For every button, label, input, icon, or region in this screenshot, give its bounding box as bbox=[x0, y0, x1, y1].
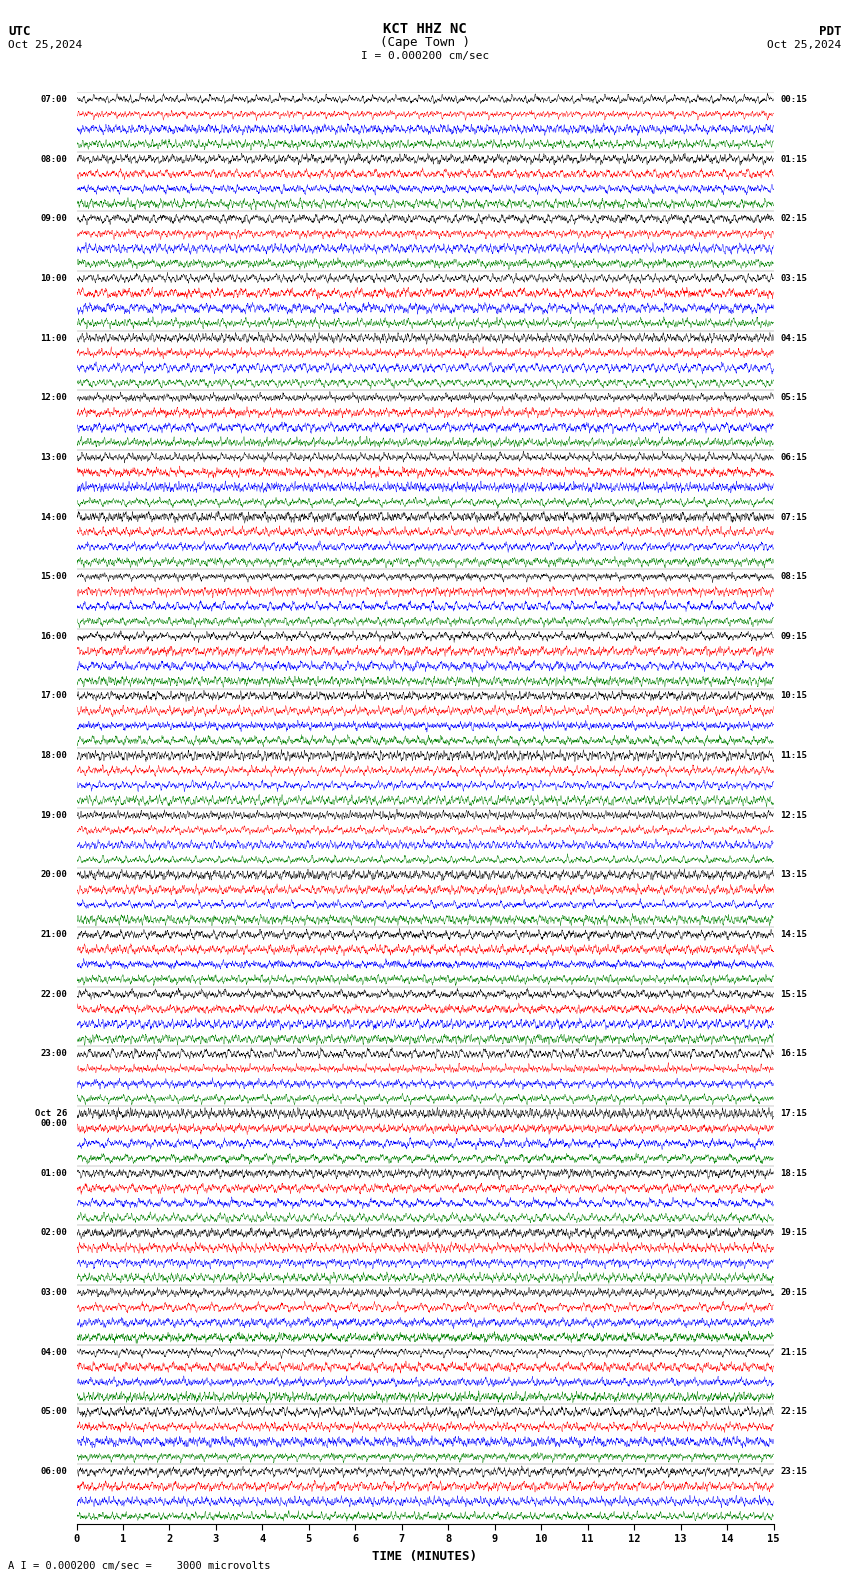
Text: UTC: UTC bbox=[8, 25, 31, 38]
Text: A I = 0.000200 cm/sec =    3000 microvolts: A I = 0.000200 cm/sec = 3000 microvolts bbox=[8, 1562, 271, 1571]
Text: 05:15: 05:15 bbox=[780, 393, 808, 402]
Text: 18:15: 18:15 bbox=[780, 1169, 808, 1178]
Text: 20:00: 20:00 bbox=[40, 871, 67, 879]
Text: 02:15: 02:15 bbox=[780, 214, 808, 223]
Text: 10:15: 10:15 bbox=[780, 692, 808, 700]
Text: (Cape Town ): (Cape Town ) bbox=[380, 36, 470, 49]
Text: 13:15: 13:15 bbox=[780, 871, 808, 879]
X-axis label: TIME (MINUTES): TIME (MINUTES) bbox=[372, 1549, 478, 1563]
Text: 11:15: 11:15 bbox=[780, 751, 808, 760]
Text: 17:15: 17:15 bbox=[780, 1109, 808, 1118]
Text: 12:15: 12:15 bbox=[780, 811, 808, 821]
Text: 03:15: 03:15 bbox=[780, 274, 808, 284]
Text: 09:15: 09:15 bbox=[780, 632, 808, 642]
Text: 10:00: 10:00 bbox=[40, 274, 67, 284]
Text: 11:00: 11:00 bbox=[40, 334, 67, 342]
Text: Oct 26
00:00: Oct 26 00:00 bbox=[35, 1109, 67, 1128]
Text: 21:15: 21:15 bbox=[780, 1348, 808, 1357]
Text: 18:00: 18:00 bbox=[40, 751, 67, 760]
Text: 04:00: 04:00 bbox=[40, 1348, 67, 1357]
Text: PDT: PDT bbox=[819, 25, 842, 38]
Text: KCT HHZ NC: KCT HHZ NC bbox=[383, 22, 467, 36]
Text: 00:15: 00:15 bbox=[780, 95, 808, 105]
Text: 17:00: 17:00 bbox=[40, 692, 67, 700]
Text: 06:00: 06:00 bbox=[40, 1467, 67, 1476]
Text: 19:00: 19:00 bbox=[40, 811, 67, 821]
Text: 08:15: 08:15 bbox=[780, 572, 808, 581]
Text: 01:15: 01:15 bbox=[780, 155, 808, 163]
Text: 14:00: 14:00 bbox=[40, 513, 67, 521]
Text: 23:15: 23:15 bbox=[780, 1467, 808, 1476]
Text: 02:00: 02:00 bbox=[40, 1229, 67, 1237]
Text: 15:00: 15:00 bbox=[40, 572, 67, 581]
Text: Oct 25,2024: Oct 25,2024 bbox=[768, 40, 842, 49]
Text: 01:00: 01:00 bbox=[40, 1169, 67, 1178]
Text: I = 0.000200 cm/sec: I = 0.000200 cm/sec bbox=[361, 51, 489, 60]
Text: 09:00: 09:00 bbox=[40, 214, 67, 223]
Text: 03:00: 03:00 bbox=[40, 1288, 67, 1297]
Text: 21:00: 21:00 bbox=[40, 930, 67, 939]
Text: 19:15: 19:15 bbox=[780, 1229, 808, 1237]
Text: 23:00: 23:00 bbox=[40, 1050, 67, 1058]
Text: 05:00: 05:00 bbox=[40, 1408, 67, 1416]
Text: 12:00: 12:00 bbox=[40, 393, 67, 402]
Text: 20:15: 20:15 bbox=[780, 1288, 808, 1297]
Text: 14:15: 14:15 bbox=[780, 930, 808, 939]
Text: 15:15: 15:15 bbox=[780, 990, 808, 1000]
Text: 06:15: 06:15 bbox=[780, 453, 808, 463]
Text: 22:15: 22:15 bbox=[780, 1408, 808, 1416]
Text: 07:00: 07:00 bbox=[40, 95, 67, 105]
Text: Oct 25,2024: Oct 25,2024 bbox=[8, 40, 82, 49]
Text: 16:15: 16:15 bbox=[780, 1050, 808, 1058]
Text: 16:00: 16:00 bbox=[40, 632, 67, 642]
Text: 22:00: 22:00 bbox=[40, 990, 67, 1000]
Text: 07:15: 07:15 bbox=[780, 513, 808, 521]
Text: 13:00: 13:00 bbox=[40, 453, 67, 463]
Text: 08:00: 08:00 bbox=[40, 155, 67, 163]
Text: 04:15: 04:15 bbox=[780, 334, 808, 342]
